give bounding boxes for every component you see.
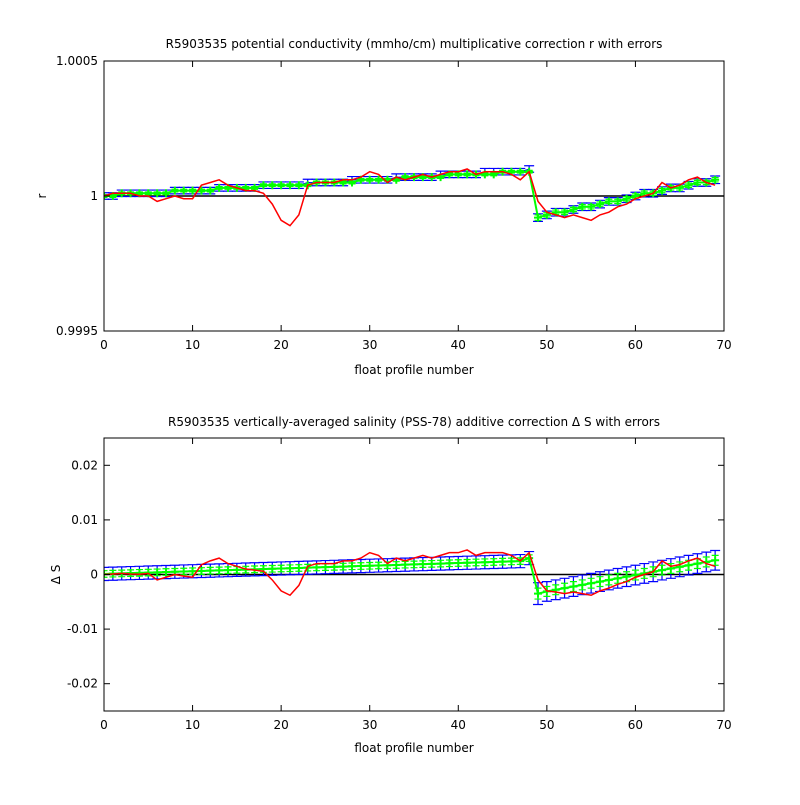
chart-title: R5903535 potential conductivity (mmho/cm… [166, 37, 663, 51]
error-bar [104, 570, 108, 578]
x-tick-label: 70 [716, 338, 731, 352]
series-line [104, 168, 716, 227]
panel-conductivity-correction: R5903535 potential conductivity (mmho/cm… [35, 37, 732, 377]
x-axis-label: float profile number [354, 741, 473, 755]
error-bar [104, 566, 109, 582]
panel-salinity-correction: R5903535 vertically-averaged salinity (P… [49, 415, 732, 755]
plot-area [104, 549, 724, 606]
x-tick-label: 20 [274, 338, 289, 352]
error-series-1 [104, 554, 720, 600]
series-line [104, 556, 716, 595]
series-line [104, 549, 716, 597]
error-series-1 [104, 167, 720, 222]
y-tick-label: 0.01 [71, 513, 98, 527]
x-tick-label: 10 [185, 338, 200, 352]
x-tick-label: 30 [362, 338, 377, 352]
x-tick-label: 40 [451, 718, 466, 732]
y-tick-label: -0.02 [67, 677, 98, 691]
series-line [104, 170, 716, 219]
x-tick-label: 60 [628, 718, 643, 732]
x-tick-label: 50 [539, 718, 554, 732]
y-tick-label: 1.0005 [56, 54, 98, 68]
error-bar [104, 192, 109, 200]
y-tick-label: 0 [90, 568, 98, 582]
x-axis-label: float profile number [354, 363, 473, 377]
y-tick-label: 0.02 [71, 458, 98, 472]
y-axis-label: r [35, 193, 49, 198]
y-tick-label: 0.9995 [56, 324, 98, 338]
plot-area [104, 165, 724, 227]
x-tick-label: 30 [362, 718, 377, 732]
y-tick-label: -0.01 [67, 622, 98, 636]
x-tick-label: 40 [451, 338, 466, 352]
chart-title: R5903535 vertically-averaged salinity (P… [168, 415, 660, 429]
x-tick-label: 10 [185, 718, 200, 732]
x-tick-label: 0 [100, 338, 108, 352]
x-tick-label: 20 [274, 718, 289, 732]
x-tick-label: 60 [628, 338, 643, 352]
x-tick-label: 0 [100, 718, 108, 732]
y-tick-label: 1 [90, 189, 98, 203]
x-tick-label: 50 [539, 338, 554, 352]
y-axis-label: Δ S [49, 565, 63, 585]
x-tick-label: 70 [716, 718, 731, 732]
